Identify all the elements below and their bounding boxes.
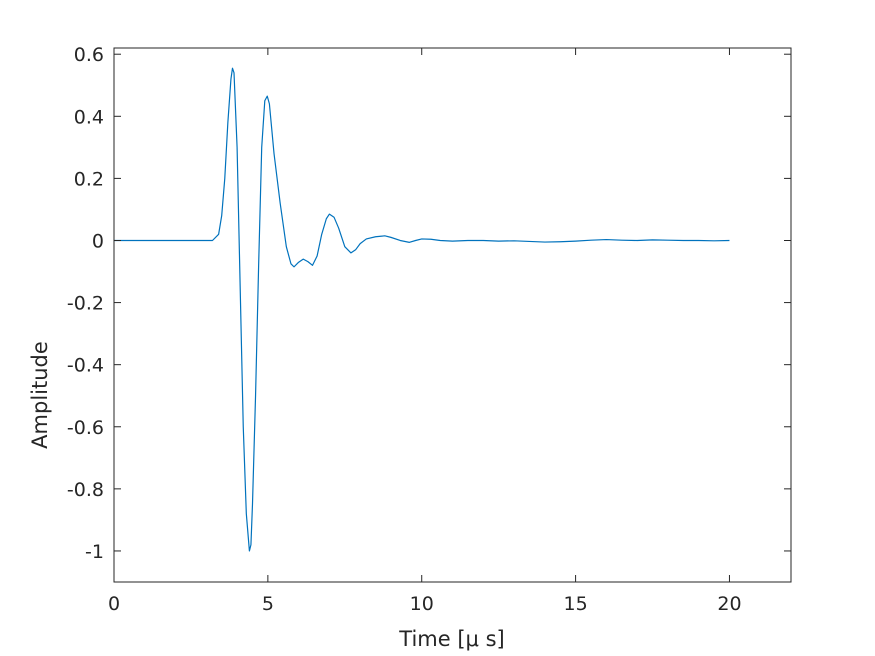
y-tick-label: -1 [85, 541, 104, 563]
x-tick-label: 0 [108, 593, 120, 615]
axes-box [113, 47, 792, 583]
plot-area [114, 48, 791, 582]
series-line [114, 67, 730, 552]
x-axis-ticks: 0 5 10 15 20 [108, 48, 742, 615]
y-tick-label: 0.6 [74, 44, 104, 66]
y-tick-label: 0.2 [74, 168, 104, 190]
y-tick-label: -0.6 [67, 417, 104, 439]
y-tick-label: 0.4 [74, 106, 104, 128]
y-tick-label: 0 [92, 230, 104, 252]
series-layer [114, 67, 730, 552]
x-tick-label: 15 [563, 593, 587, 615]
x-tick-label: 10 [410, 593, 434, 615]
y-tick-label: -0.4 [67, 355, 104, 377]
y-axis-label: Amplitude [28, 341, 52, 449]
x-tick-label: 5 [262, 593, 274, 615]
x-axis-label: Time [μ s] [398, 627, 504, 651]
x-tick-label: 20 [717, 593, 741, 615]
y-tick-label: -0.8 [67, 479, 104, 501]
y-axis-ticks: 0.6 0.4 0.2 0 -0.2 -0.4 -0.6 -0.8 -1 [67, 44, 791, 563]
y-tick-label: -0.2 [67, 293, 104, 315]
